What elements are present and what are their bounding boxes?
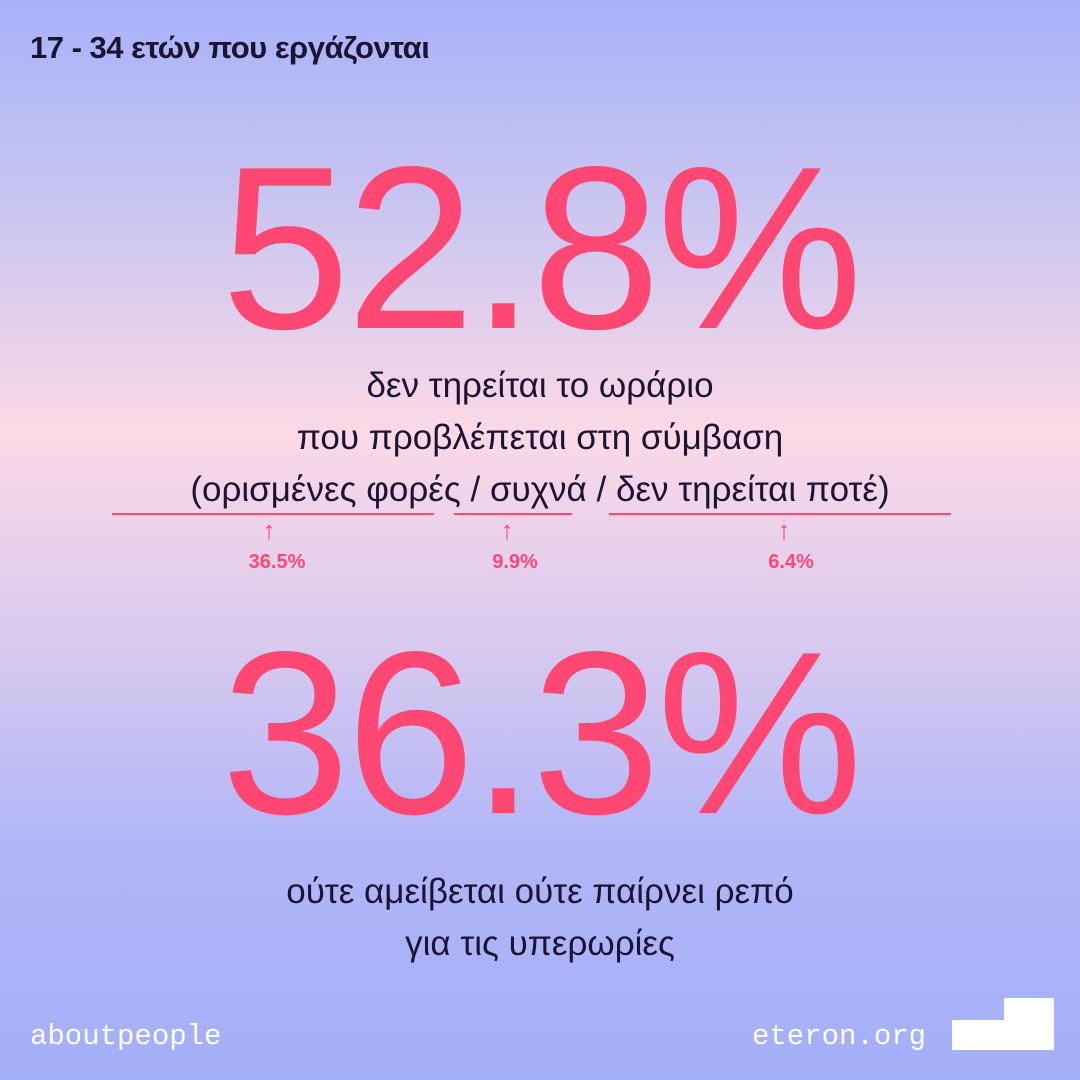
stat-primary-description: δεν τηρείται το ωράριο που προβλέπεται σ… <box>0 360 1080 516</box>
breakdown-underline-never <box>609 513 951 515</box>
stat-primary-line-1: δεν τηρείται το ωράριο <box>366 366 714 405</box>
up-arrow-icon: ↑ <box>777 515 791 545</box>
page-title: 17 - 34 ετών που εργάζονται <box>30 30 430 65</box>
footer-link-eteron[interactable]: eteron.org <box>752 1020 927 1053</box>
up-arrow-icon: ↑ <box>262 515 276 545</box>
up-arrow-icon: ↑ <box>500 515 514 545</box>
breakdown-underline-sometimes <box>112 513 434 515</box>
stat-secondary-description: ούτε αμείβεται ούτε παίρνει ρεπό για τις… <box>0 866 1080 970</box>
stat-secondary-line-1: ούτε αμείβεται ούτε παίρνει ρεπό <box>286 872 794 911</box>
footer-brand-aboutpeople: aboutpeople <box>30 1020 222 1053</box>
stat-secondary-line-2: για τις υπερωρίες <box>405 924 675 963</box>
breakdown-underline-often <box>454 513 572 515</box>
breakdown-value-often: 9.9% <box>492 551 538 573</box>
stat-primary-line-3: (ορισμένες φορές / συχνά / δεν τηρείται … <box>190 470 890 509</box>
stat-primary-value: 52.8% <box>221 119 863 378</box>
eteron-logo-icon <box>952 998 1054 1050</box>
stat-primary-line-2: που προβλέπεται στη σύμβαση <box>296 418 784 457</box>
breakdown-value-sometimes: 36.5% <box>248 551 306 573</box>
breakdown-value-never: 6.4% <box>768 551 814 573</box>
stat-secondary-value: 36.3% <box>221 604 863 863</box>
